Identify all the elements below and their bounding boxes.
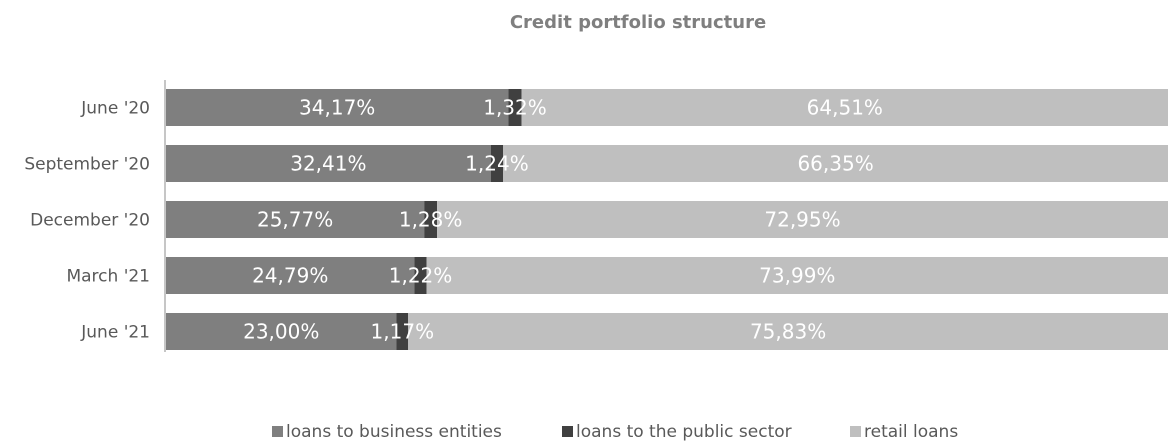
bar-segment [408, 313, 1168, 350]
legend-label: loans to the public sector [576, 422, 792, 441]
chart-title: Credit portfolio structure [510, 12, 766, 33]
bar-segment [166, 201, 425, 238]
bar-segment [424, 201, 438, 238]
bar-segment [396, 313, 409, 350]
legend-label: loans to business entities [286, 422, 502, 441]
bar-segment [426, 257, 1168, 294]
data-label: 73,99% [759, 264, 835, 288]
legend-swatch [562, 426, 573, 437]
data-label: 1,22% [389, 264, 453, 288]
bar-segment [508, 89, 522, 126]
legend-label: retail loans [864, 422, 958, 441]
data-label: 25,77% [257, 208, 333, 232]
bar-segment [490, 145, 504, 182]
data-label: 64,51% [807, 96, 883, 120]
data-label: 32,41% [290, 152, 366, 176]
category-labels: June '20 September '20 December '20 March '… [24, 99, 150, 343]
data-label: 1,24% [465, 152, 529, 176]
data-label: 1,28% [399, 208, 463, 232]
bar-segment [503, 145, 1168, 182]
data-label: 1,32% [483, 96, 547, 120]
bar-segment [166, 89, 509, 126]
data-labels: 34,17% 1,32% 64,51% 32,41% 1,24% 66,35% 25,77%… [243, 96, 883, 344]
legend-swatch [272, 426, 283, 437]
bar-segment [166, 313, 397, 350]
bar-segment [437, 201, 1168, 238]
data-label: 24,79% [252, 264, 328, 288]
bar-segment [166, 257, 415, 294]
bars-group [166, 89, 1168, 350]
legend-swatch [850, 426, 861, 437]
legend: loans to business entities loans to the p… [272, 422, 958, 441]
bar-segment [414, 257, 427, 294]
data-label: 72,95% [764, 208, 840, 232]
category-label: September '20 [24, 155, 150, 175]
data-label: 1,17% [371, 320, 435, 344]
bar-segment [166, 145, 491, 182]
data-label: 34,17% [299, 96, 375, 120]
category-label: March '21 [66, 267, 150, 287]
data-label: 75,83% [750, 320, 826, 344]
data-label: 66,35% [797, 152, 873, 176]
category-label: June '21 [80, 323, 150, 343]
data-label: 23,00% [243, 320, 319, 344]
category-label: December '20 [30, 211, 150, 231]
category-label: June '20 [80, 99, 150, 119]
bar-segment [521, 89, 1168, 126]
